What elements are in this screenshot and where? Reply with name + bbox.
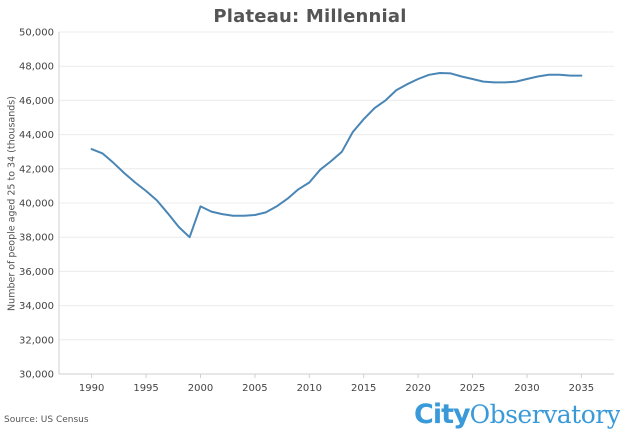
logo-text-observatory: Observatory: [469, 400, 620, 429]
x-tick-label: 1995: [133, 383, 158, 394]
logo-text-city: City: [414, 399, 471, 430]
y-tick-label: 34,000: [19, 301, 54, 312]
y-tick-label: 36,000: [19, 267, 54, 278]
y-tick-label: 30,000: [19, 370, 54, 381]
x-tick-label: 2035: [569, 383, 594, 394]
series-line: [90, 72, 583, 239]
y-tick-label: 40,000: [19, 199, 54, 210]
x-tick-label: 2015: [351, 383, 376, 394]
y-axis-label: Number of people aged 25 to 34 (thousand…: [6, 96, 18, 311]
gridlines: [59, 31, 614, 375]
chart-title: Plateau: Millennial: [213, 6, 407, 27]
y-tick-label: 50,000: [19, 28, 54, 39]
x-tick-label: 1990: [79, 383, 104, 394]
tick-labels: 30,000 32,000 34,000 36,000 38,000 40,000 42,0…: [19, 28, 594, 395]
x-tick-label: 2020: [405, 383, 430, 394]
y-tick-label: 48,000: [19, 62, 54, 73]
y-tick-label: 42,000: [19, 164, 54, 175]
x-tick-label: 2010: [297, 383, 322, 394]
y-tick-label: 44,000: [19, 130, 54, 141]
city-observatory-logo: CityObservatory: [414, 398, 620, 432]
x-tick-label: 2000: [188, 383, 213, 394]
x-tick-label: 2005: [242, 383, 267, 394]
axes: [58, 32, 614, 378]
source-note: Source: US Census: [4, 415, 89, 425]
x-tick-label: 2030: [514, 383, 539, 394]
y-tick-label: 38,000: [19, 233, 54, 244]
x-tick-label: 2025: [460, 383, 485, 394]
series-layer: [90, 72, 583, 239]
y-tick-label: 32,000: [19, 335, 54, 346]
y-tick-label: 46,000: [19, 96, 54, 107]
